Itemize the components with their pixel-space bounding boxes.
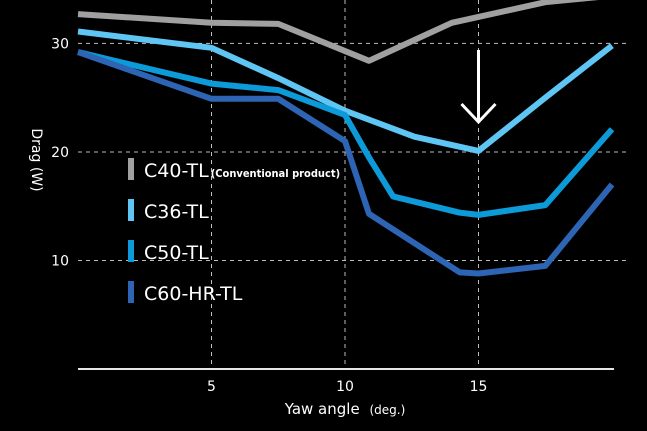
- x-tick-label-2: 15: [470, 379, 488, 395]
- legend-name-2: C50-TL: [144, 242, 209, 264]
- y-tick-labels: 10 20 30: [51, 36, 69, 269]
- legend-note-0: (Conventional product): [211, 167, 340, 180]
- down-arrow-annotation: [460, 50, 497, 125]
- y-axis-label: Drag (W): [28, 128, 44, 191]
- legend-name-1: C36-TL: [144, 201, 209, 223]
- legend-swatch-0: [128, 158, 134, 180]
- x-tick-label-1: 10: [336, 379, 354, 395]
- legend-label-2: C50-TL: [144, 242, 209, 264]
- x-tick-labels: 5 10 15: [207, 379, 487, 395]
- legend-label-1: C36-TL: [144, 201, 209, 223]
- x-axis-label-unit: (deg.): [369, 403, 405, 417]
- legend-swatch-2: [128, 240, 134, 262]
- x-axis-label-text: Yaw angle: [284, 400, 360, 418]
- legend-label-3: C60-HR-TL: [144, 283, 243, 305]
- legend-label-0: C40-TL (Conventional product): [144, 160, 340, 182]
- legend-swatch-3: [128, 281, 134, 303]
- legend: C40-TL (Conventional product) C36-TL C50-TL…: [128, 158, 340, 305]
- legend-name-3: C60-HR-TL: [144, 283, 243, 305]
- x-tick-label-0: 5: [207, 379, 216, 395]
- legend-name-0: C40-TL: [144, 160, 209, 182]
- series-line-c50-tl: [77, 49, 615, 218]
- legend-swatch-1: [128, 199, 134, 221]
- series-lines: [77, 0, 615, 277]
- y-tick-label-0: 10: [51, 253, 69, 269]
- y-tick-label-1: 20: [51, 145, 69, 161]
- series-line-c60-hr-tl: [77, 49, 615, 277]
- arrow-head: [460, 102, 497, 125]
- y-tick-label-2: 30: [51, 36, 69, 52]
- x-axis-label: Yaw angle (deg.): [284, 400, 406, 418]
- series-line-c36-tl: [77, 28, 614, 154]
- series-line-c40-tl: [77, 0, 599, 64]
